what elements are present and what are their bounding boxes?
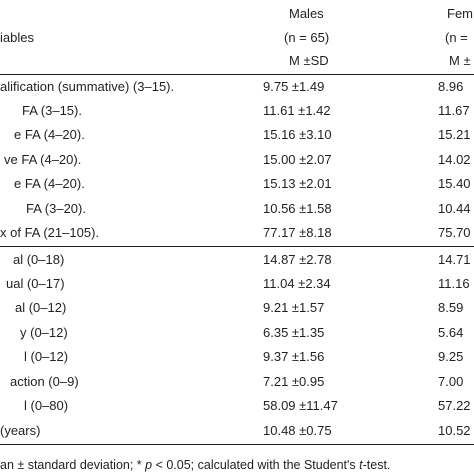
table-row: y (0–12) 6.35 ±1.35 5.64 [0, 325, 474, 349]
females-sample-size: (n = [445, 30, 468, 45]
females-stat-label: M ± [449, 53, 471, 68]
table-footnote: an ± standard deviation; * p < 0.05; cal… [0, 457, 390, 473]
footnote-text: < 0.05; calculated with the Student's [152, 458, 360, 472]
males-value: 77.17 ±8.18 [263, 225, 332, 240]
females-value: 14.71 [438, 252, 471, 267]
bottom-rule [0, 444, 474, 445]
males-value: 15.16 ±3.10 [263, 127, 332, 142]
females-value: 57.22 [438, 398, 471, 413]
header-rule [0, 74, 474, 75]
males-value: 14.87 ±2.78 [263, 252, 332, 267]
row-label: ve FA (4–20). [4, 152, 82, 167]
males-value: 10.56 ±1.58 [263, 201, 332, 216]
table-row: l (0–80) 58.09 ±11.47 57.22 [0, 398, 474, 422]
males-value: 6.35 ±1.35 [263, 325, 325, 340]
males-value: 11.04 ±2.34 [263, 276, 331, 291]
row-label: l (0–12) [24, 349, 69, 364]
table-row: action (0–9) 7.21 ±0.95 7.00 [0, 374, 474, 398]
males-value: 11.61 ±1.42 [263, 103, 331, 118]
row-label: x of FA (21–105). [0, 225, 100, 240]
females-value: 11.16 [438, 276, 470, 291]
males-value: 58.09 ±11.47 [263, 398, 338, 413]
footnote-text: an ± standard deviation; * [0, 458, 146, 472]
females-value: 15.40 [438, 176, 471, 191]
females-value: 10.44 [438, 201, 471, 216]
males-value: 9.37 ±1.56 [263, 349, 325, 364]
table-row: al (0–12) 9.21 ±1.57 8.59 [0, 300, 474, 324]
females-value: 14.02 [438, 152, 471, 167]
table-row: l (0–12) 9.37 ±1.56 9.25 [0, 349, 474, 373]
row-label: y (0–12) [20, 325, 68, 340]
males-value: 9.75 ±1.49 [263, 79, 325, 94]
row-label: e FA (4–20). [14, 127, 85, 142]
row-label: (years) [0, 423, 41, 438]
footnote-p-symbol: p [145, 458, 153, 472]
table-row: x of FA (21–105). 77.17 ±8.18 75.70 [0, 225, 474, 249]
males-stat-label: M ±SD [289, 53, 329, 68]
section-rule [0, 246, 474, 247]
table-row: ve FA (4–20). 15.00 ±2.07 14.02 [0, 152, 474, 176]
row-label: alification (summative) (3–15). [0, 79, 175, 94]
males-value: 9.21 ±1.57 [263, 300, 325, 315]
females-value: 8.96 [438, 79, 464, 94]
row-label: ual (0–17) [6, 276, 65, 291]
males-sample-size: (n = 65) [284, 30, 330, 45]
table-row: al (0–18) 14.87 ±2.78 14.71 [0, 252, 474, 276]
females-value: 15.21 [438, 127, 471, 142]
males-value: 7.21 ±0.95 [263, 374, 325, 389]
row-label: FA (3–15). [22, 103, 82, 118]
row-label: al (0–12) [15, 300, 67, 315]
females-value: 9.25 [438, 349, 464, 364]
females-value: 11.67 [438, 103, 470, 118]
variables-column-title: iables [0, 30, 34, 45]
row-label: action (0–9) [10, 374, 79, 389]
females-value: 10.52 [438, 423, 471, 438]
row-label: FA (3–20). [26, 201, 86, 216]
table-row: (years) 10.48 ±0.75 10.52 [0, 423, 474, 447]
row-label: l (0–80) [24, 398, 69, 413]
table-row: e FA (4–20). 15.16 ±3.10 15.21 [0, 127, 474, 151]
table-row: FA (3–15). 11.61 ±1.42 11.67 [0, 103, 474, 127]
females-column-title: Fem [447, 6, 473, 21]
footnote-t-symbol: t [359, 458, 363, 472]
row-label: e FA (4–20). [14, 176, 85, 191]
table-row: FA (3–20). 10.56 ±1.58 10.44 [0, 201, 474, 225]
males-value: 15.00 ±2.07 [263, 152, 332, 167]
males-value: 15.13 ±2.01 [263, 176, 332, 191]
table-row: e FA (4–20). 15.13 ±2.01 15.40 [0, 176, 474, 200]
females-value: 5.64 [438, 325, 464, 340]
table-row: alification (summative) (3–15). 9.75 ±1.… [0, 79, 474, 103]
males-value: 10.48 ±0.75 [263, 423, 332, 438]
females-value: 8.59 [438, 300, 464, 315]
footnote-text: -test. [362, 458, 391, 472]
males-column-title: Males [289, 6, 324, 21]
females-value: 75.70 [438, 225, 471, 240]
females-value: 7.00 [438, 374, 464, 389]
table-row: ual (0–17) 11.04 ±2.34 11.16 [0, 276, 474, 300]
row-label: al (0–18) [13, 252, 65, 267]
